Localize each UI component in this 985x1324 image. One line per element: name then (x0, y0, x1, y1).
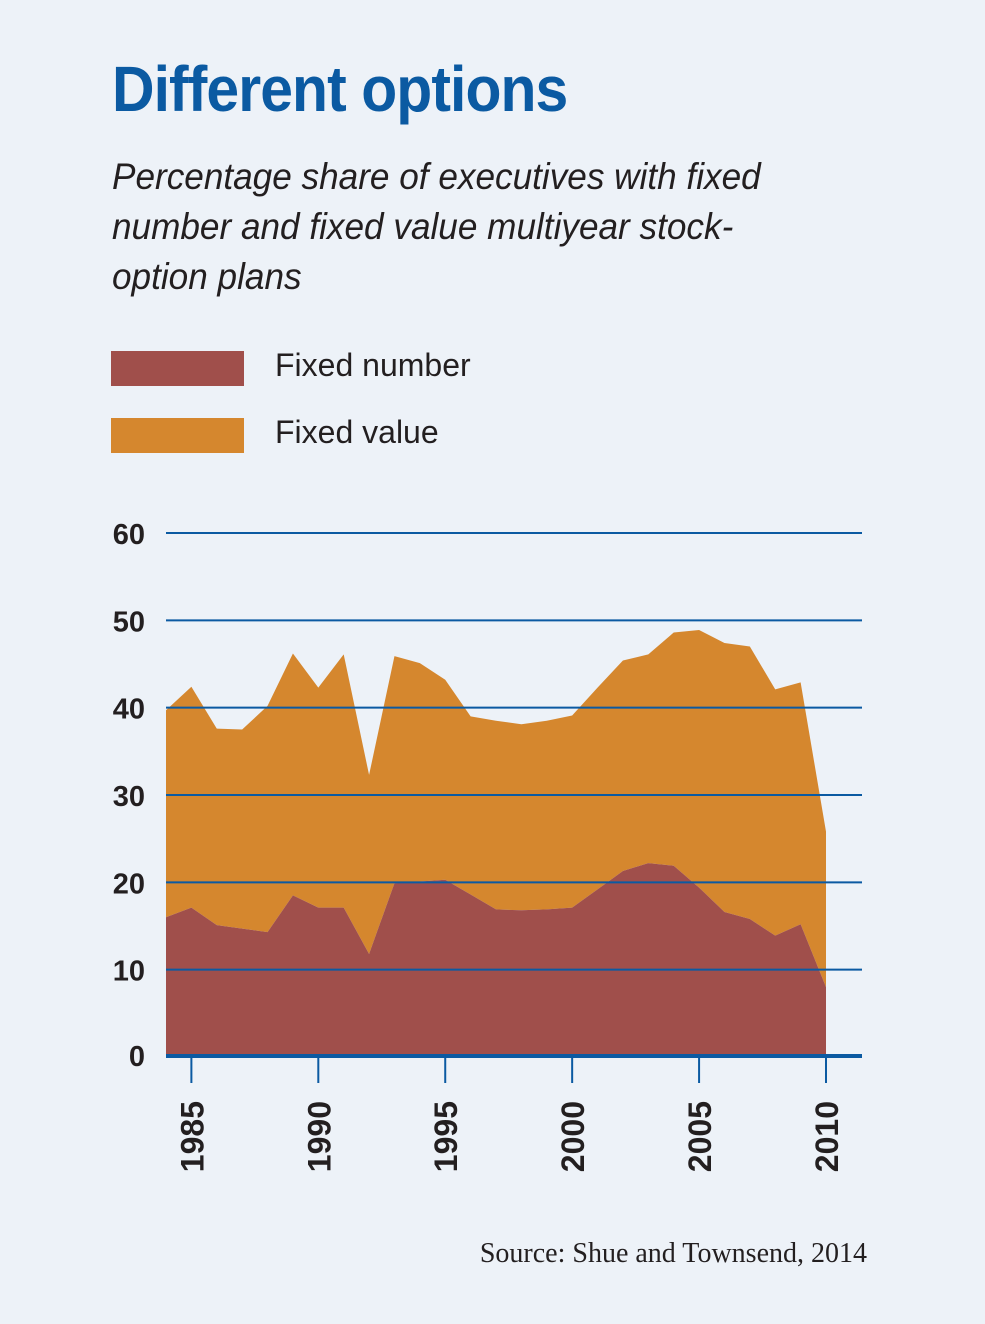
legend-swatch (111, 418, 244, 453)
y-tick-label: 20 (113, 868, 145, 900)
legend-label: Fixed number (275, 347, 471, 383)
y-tick-label: 60 (113, 519, 145, 551)
x-tick-label: 1985 (174, 1101, 210, 1172)
y-tick-label: 40 (113, 694, 145, 726)
y-tick-label: 10 (113, 956, 145, 988)
y-tick-label: 50 (113, 606, 145, 638)
legend-label: Fixed value (275, 414, 439, 450)
legend-swatch (111, 351, 244, 386)
source-note: Source: Shue and Townsend, 2014 (479, 1238, 867, 1269)
area-fixed-value (166, 629, 826, 988)
x-tick-label: 2000 (555, 1101, 591, 1172)
y-tick-label: 0 (129, 1041, 145, 1073)
y-tick-label: 30 (113, 781, 145, 813)
area-fixed-number (166, 863, 826, 1057)
x-tick-label: 1995 (428, 1101, 464, 1172)
chart-subtitle: Percentage share of executives with fixe… (112, 156, 761, 297)
x-tick-label: 1990 (301, 1101, 337, 1172)
chart-title: Different options (112, 53, 568, 125)
x-tick-label: 2010 (809, 1101, 845, 1172)
x-tick-label: 2005 (682, 1101, 718, 1172)
